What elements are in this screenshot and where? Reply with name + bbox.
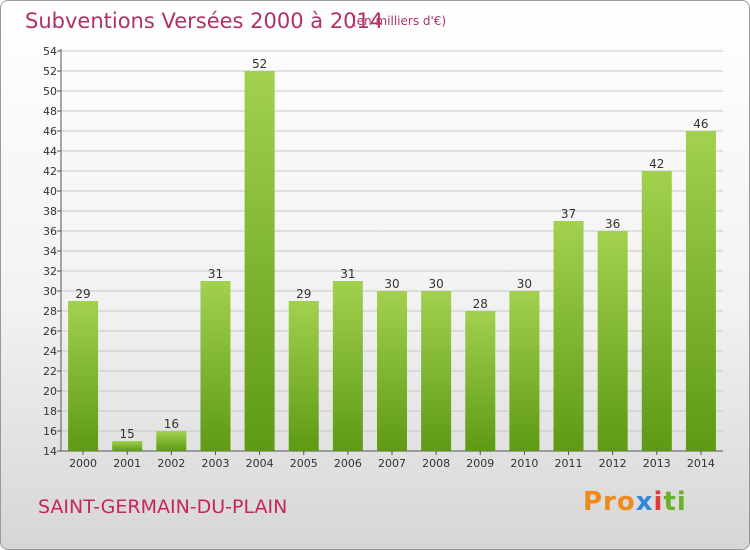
data-label: 30	[384, 277, 399, 291]
y-tick-label: 30	[43, 285, 57, 298]
data-label: 29	[296, 287, 311, 301]
y-tick-label: 40	[43, 185, 57, 198]
logo-part: Pro	[583, 487, 636, 517]
data-label: 16	[164, 417, 179, 431]
x-tick-label: 2012	[599, 457, 627, 470]
x-tick-label: 2010	[510, 457, 538, 470]
data-label: 36	[605, 217, 620, 231]
x-tick-label: 2013	[643, 457, 671, 470]
bar	[553, 221, 584, 451]
data-label: 31	[340, 267, 355, 281]
bar	[288, 301, 319, 451]
x-tick-label: 2001	[113, 457, 141, 470]
chart-subtitle: (en milliers d'€)	[352, 14, 447, 28]
x-tick-label: 2009	[466, 457, 494, 470]
bar	[68, 301, 99, 451]
logo-part: ti	[663, 487, 687, 517]
proxiti-logo: Proxiti	[583, 487, 687, 517]
logo-part: i	[653, 487, 664, 517]
y-tick-label: 16	[43, 425, 57, 438]
place-name: SAINT-GERMAIN-DU-PLAIN	[38, 496, 288, 518]
bar	[112, 441, 143, 451]
data-label: 30	[517, 277, 532, 291]
x-tick-label: 2000	[69, 457, 97, 470]
bar	[597, 231, 628, 451]
bar	[509, 291, 540, 451]
bar	[641, 171, 672, 451]
data-label: 28	[473, 297, 488, 311]
logo-part: x	[635, 487, 654, 517]
y-tick-label: 36	[43, 225, 57, 238]
bar	[244, 71, 275, 451]
bar	[377, 291, 407, 451]
x-tick-label: 2011	[555, 457, 583, 470]
y-tick-label: 38	[43, 205, 57, 218]
y-tick-label: 24	[43, 345, 57, 358]
y-tick-label: 20	[43, 385, 57, 398]
x-tick-label: 2008	[422, 457, 450, 470]
x-tick-label: 2005	[290, 457, 318, 470]
x-tick-label: 2007	[378, 457, 406, 470]
data-label: 46	[693, 117, 708, 131]
data-label: 42	[649, 157, 664, 171]
bar	[200, 281, 231, 451]
y-tick-label: 26	[43, 325, 57, 338]
data-label: 37	[561, 207, 576, 221]
data-label: 52	[252, 57, 267, 71]
x-tick-label: 2003	[201, 457, 229, 470]
y-tick-label: 28	[43, 305, 57, 318]
y-tick-label: 54	[43, 45, 57, 58]
bar	[421, 291, 452, 451]
y-tick-label: 32	[43, 265, 57, 278]
bar	[332, 281, 363, 451]
data-label: 29	[75, 287, 90, 301]
y-tick-label: 14	[43, 445, 57, 458]
bar	[465, 311, 496, 451]
chart-title: Subventions Versées 2000 à 2014	[25, 9, 384, 33]
y-tick-label: 46	[43, 125, 57, 138]
data-label: 15	[120, 427, 135, 441]
x-tick-label: 2006	[334, 457, 362, 470]
y-tick-label: 34	[43, 245, 57, 258]
y-tick-label: 44	[43, 145, 57, 158]
data-label: 31	[208, 267, 223, 281]
y-tick-label: 22	[43, 365, 57, 378]
y-tick-label: 48	[43, 105, 57, 118]
bar	[156, 431, 187, 451]
x-tick-label: 2014	[687, 457, 715, 470]
y-tick-label: 50	[43, 85, 57, 98]
y-tick-label: 42	[43, 165, 57, 178]
x-tick-label: 2004	[246, 457, 274, 470]
y-tick-label: 52	[43, 65, 57, 78]
bar	[685, 131, 716, 451]
x-tick-label: 2002	[157, 457, 185, 470]
data-label: 30	[428, 277, 443, 291]
y-tick-label: 18	[43, 405, 57, 418]
